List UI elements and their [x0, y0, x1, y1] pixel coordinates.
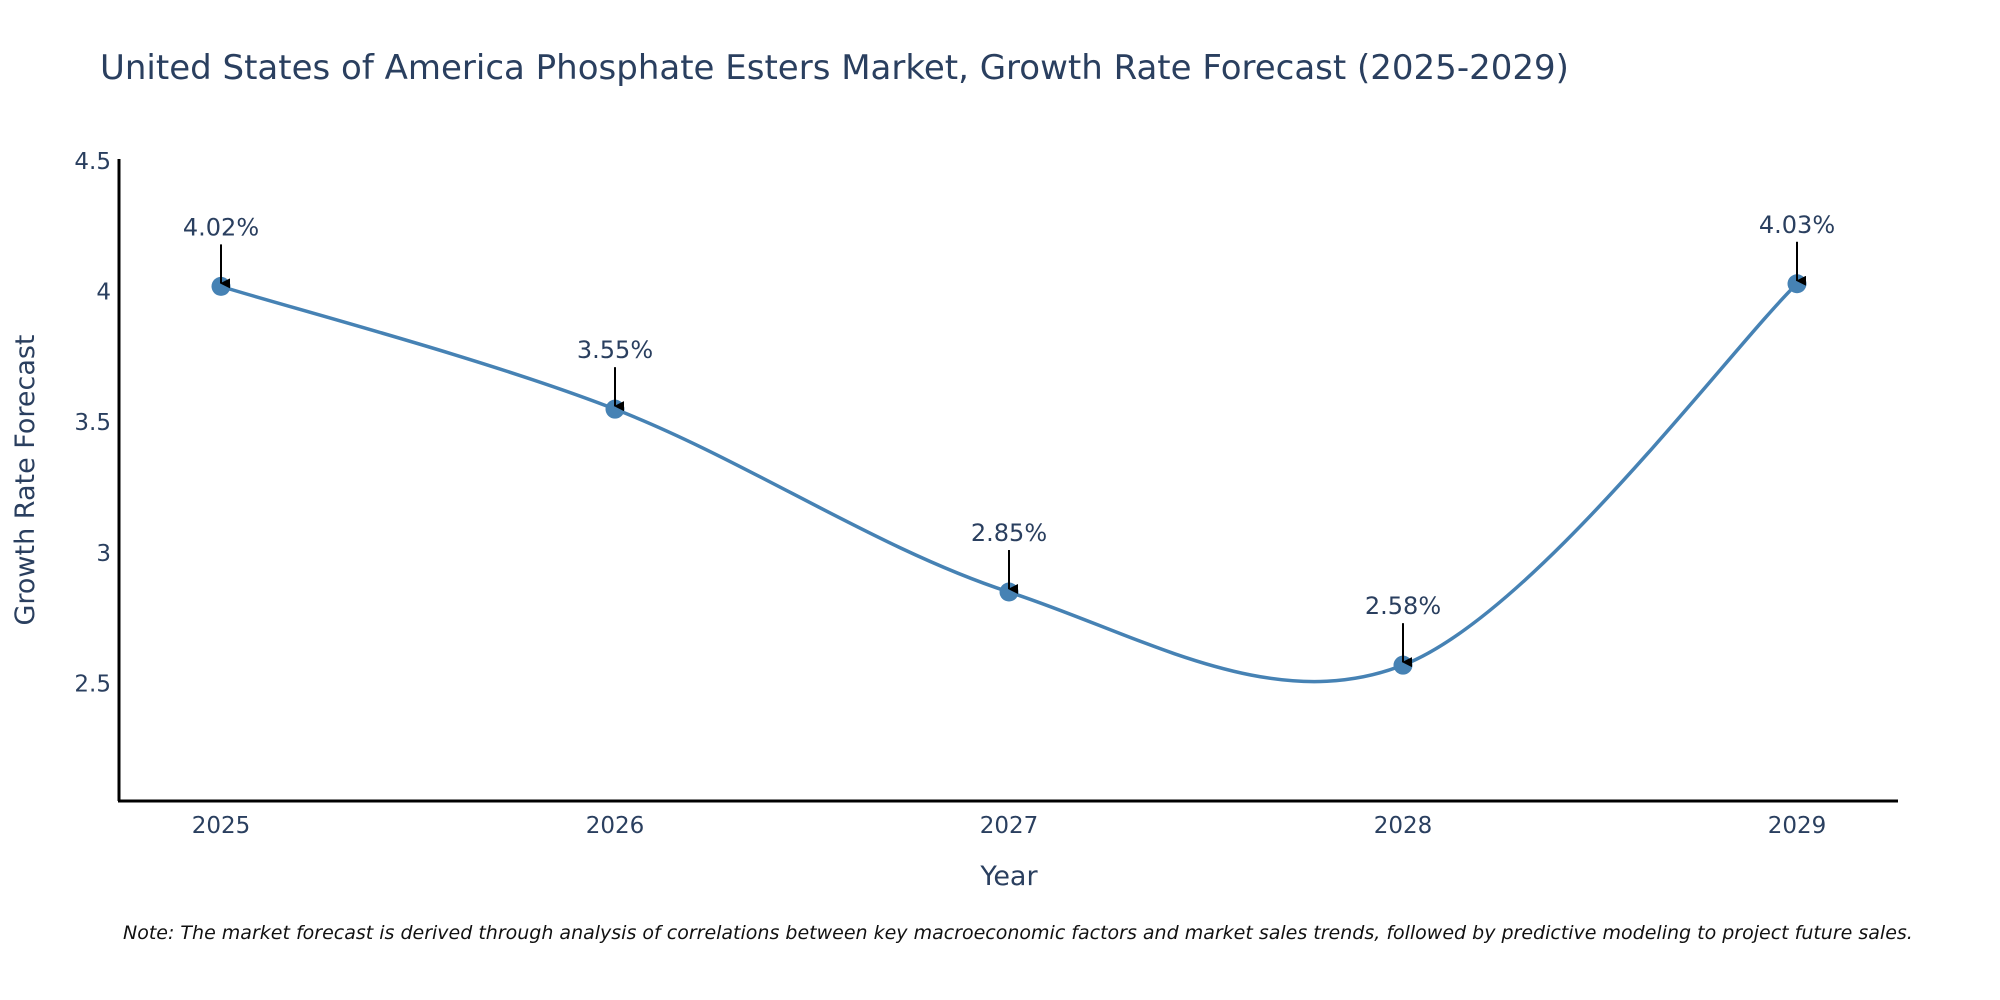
- x-axis-title: Year: [979, 861, 1038, 892]
- y-tick-label: 3: [96, 541, 111, 567]
- y-axis-title: Growth Rate Forecast: [10, 334, 41, 625]
- data-points: [211, 274, 1807, 675]
- chart-title: United States of America Phosphate Ester…: [100, 48, 1569, 88]
- data-label: 4.03%: [1759, 211, 1835, 239]
- x-tick-labels: 2025 2026 2027 2028 2029: [192, 813, 1827, 839]
- y-tick-labels: 2.5 3 3.5 4 4.5: [74, 149, 111, 697]
- data-labels: 4.02% 3.55% 2.85% 2.58% 4.03%: [183, 211, 1835, 668]
- data-label: 4.02%: [183, 213, 259, 241]
- x-tick-label: 2025: [192, 813, 251, 839]
- y-tick-label: 4: [96, 280, 111, 306]
- x-tick-label: 2026: [586, 813, 645, 839]
- y-tick-label: 4.5: [74, 149, 111, 175]
- data-label: 2.58%: [1365, 592, 1441, 620]
- series-line: [220, 282, 1799, 684]
- data-label: 2.85%: [971, 519, 1047, 547]
- x-tick-label: 2029: [1768, 813, 1827, 839]
- y-tick-label: 3.5: [74, 410, 111, 436]
- x-tick-label: 2027: [980, 813, 1039, 839]
- chart-note: Note: The market forecast is derived thr…: [123, 922, 1913, 944]
- x-tick-label: 2028: [1374, 813, 1433, 839]
- y-tick-label: 2.5: [74, 671, 111, 697]
- axes: [117, 159, 1898, 803]
- data-label: 3.55%: [577, 336, 653, 364]
